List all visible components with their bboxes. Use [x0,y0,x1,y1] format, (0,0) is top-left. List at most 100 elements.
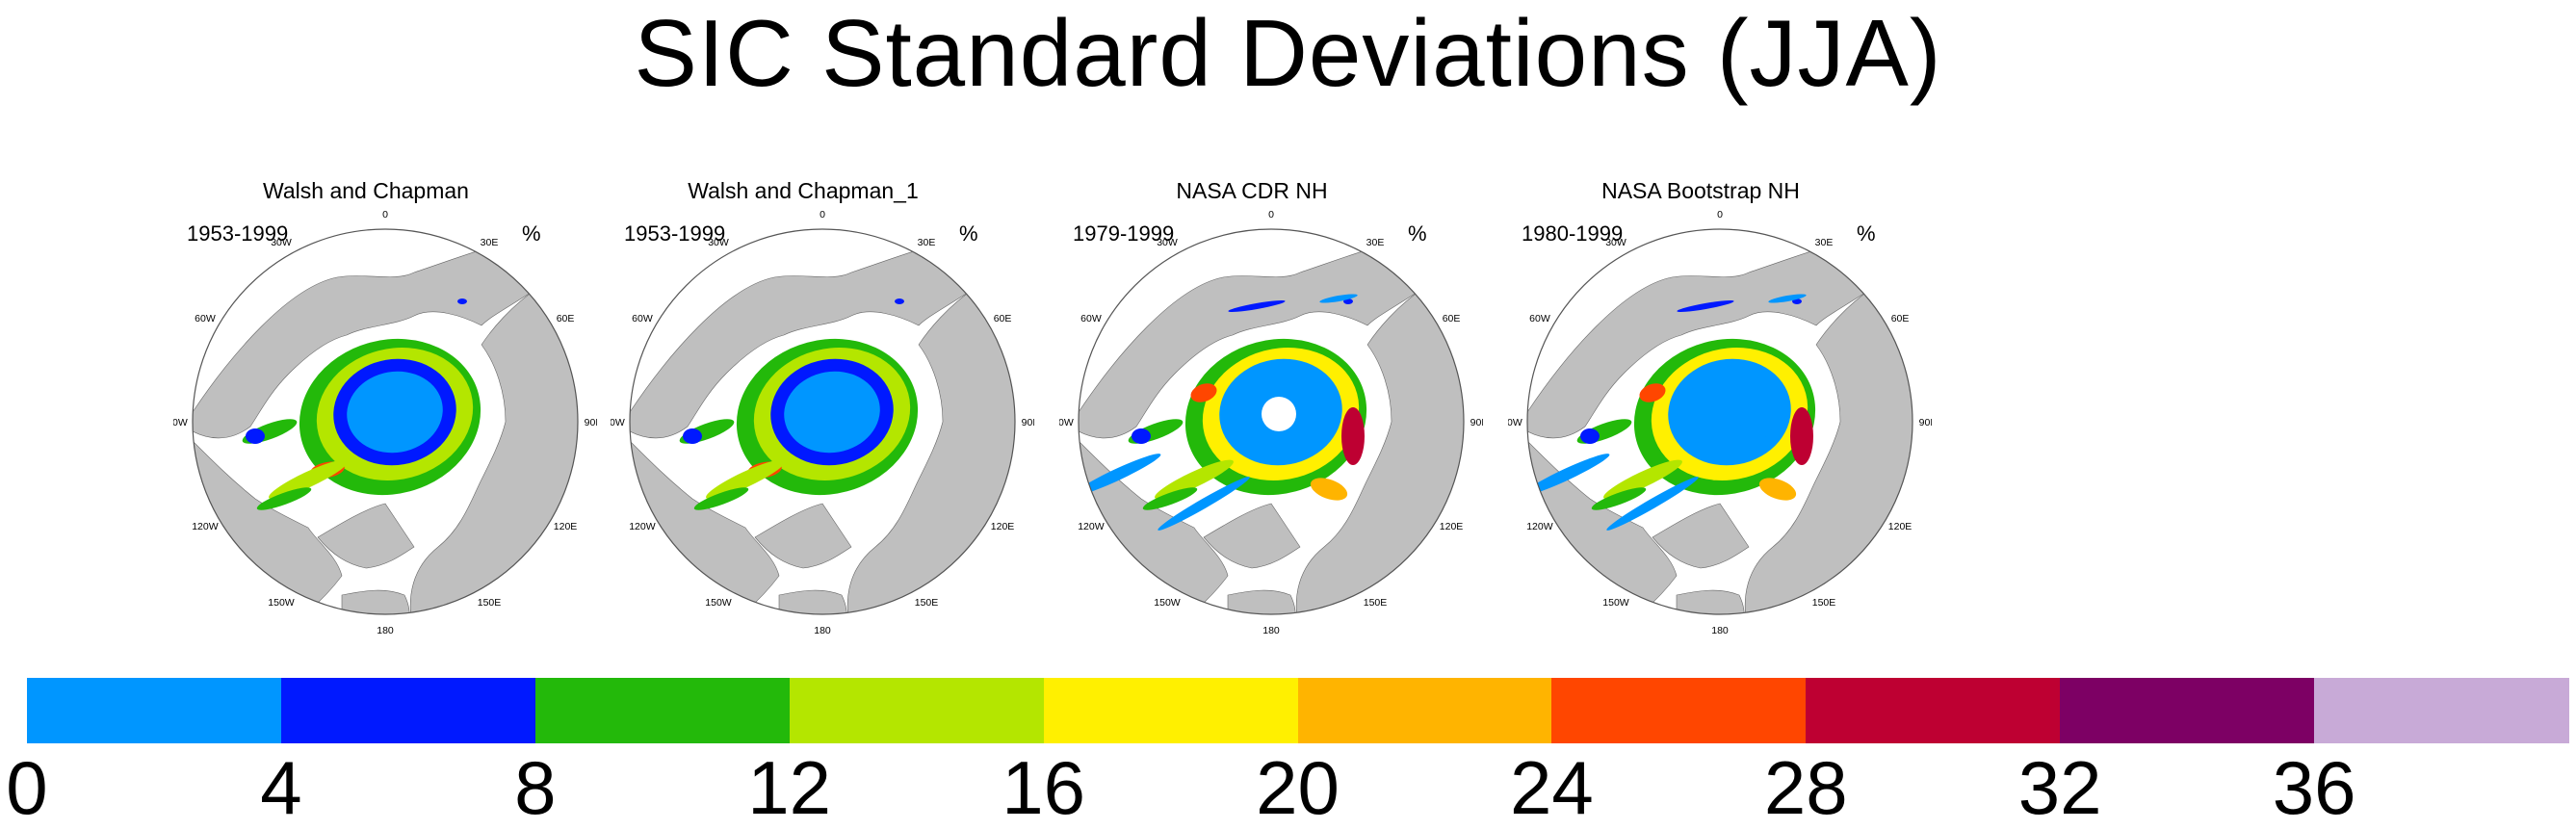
ice-channel [693,487,749,510]
colorbar-tick-label: 8 [514,745,557,830]
longitude-label: 0 [820,210,825,220]
ice-spot [1768,294,1807,303]
map-border [1078,228,1465,615]
longitude-label: 30E [1815,237,1834,248]
map-content [1079,229,1464,614]
ice-field-mid [1310,478,1348,501]
longitude-label: 30E [1366,237,1385,248]
ice-field-high [1639,383,1666,402]
ice-spot [895,298,904,304]
longitude-label: 180 [814,625,831,634]
colorbar-segment [2314,678,2569,743]
longitude-label: 120W [192,521,219,532]
longitude-label: 60W [632,313,653,324]
ice-field-high [1790,407,1813,465]
colorbar-segment [1297,678,1552,743]
map-content [630,229,1015,614]
longitude-label: 90W [1059,417,1074,428]
pole-hole [1710,397,1745,431]
unit-label: % [1408,221,1427,246]
longitude-label: 30W [1605,237,1626,248]
ice-channel [1079,454,1161,496]
longitude-label: 120W [1526,521,1553,532]
longitude-label: 60W [1529,313,1550,324]
landmass [1227,589,1296,614]
period-label: 1979-1999 [1073,221,1175,246]
ice-field-high [1190,383,1217,402]
period-label: 1953-1999 [624,221,726,246]
ice-channel [1606,477,1699,531]
longitude-label: 60W [1080,313,1102,324]
ice-channel [1580,428,1600,444]
ice-channel [1527,454,1610,496]
map-panel-4: NASA Bootstrap NH 1980-1999 % 180 150E 120… [1508,173,1932,635]
period-label: 1953-1999 [187,221,289,246]
ice-channel [256,487,312,510]
longitude-label: 60E [557,313,575,324]
longitude-label: 180 [377,625,394,634]
longitude-label: 30W [271,237,292,248]
ice-channel [683,428,702,444]
ice-field-mid [1758,478,1797,501]
landmass [1676,589,1745,614]
landmass [1527,238,1875,439]
ice-spot [1228,300,1286,312]
panel-title: NASA Bootstrap NH [1601,178,1800,203]
colorbar-segment [1806,678,2061,743]
colorbar-segment [27,678,282,743]
pole-hole [1262,397,1296,431]
colorbar-tick-label: 36 [2272,745,2356,830]
longitude-label: 90W [1508,417,1522,428]
longitude-label: 150W [268,597,295,609]
colorbar-tick-label: 28 [1763,745,1848,830]
colorbar-segment [1043,678,1299,743]
longitude-label: 120E [991,521,1015,532]
colorbar-segment [1551,678,1807,743]
map-panel-3: NASA CDR NH 1979-1999 % 180 150E 120E 90E 60… [1059,173,1483,635]
longitude-label: 30W [1157,237,1178,248]
unit-label: % [1857,221,1876,246]
ice-channel [1132,428,1151,444]
longitude-label: 90E [1919,417,1932,428]
longitude-label: 150W [1602,597,1629,609]
unit-label: % [522,221,541,246]
map-border [629,228,1016,615]
longitude-label: 0 [382,210,388,220]
colorbar-tick-label: 12 [747,745,832,830]
ice-field-high [1341,407,1365,465]
colorbar-tick-label: 24 [1510,745,1594,830]
figure-title: SIC Standard Deviations (JJA) [634,0,1942,106]
longitude-label: 60E [1891,313,1910,324]
landmass [193,238,540,439]
longitude-label: 60E [1443,313,1461,324]
longitude-label: 60W [195,313,216,324]
ice-channel [1603,459,1682,500]
map-panel-1: Walsh and Chapman 1953-1999 % 180 150E 120… [173,173,597,635]
longitude-label: 90W [173,417,188,428]
colorbar-tick-label: 16 [1002,745,1085,830]
longitude-label: 90E [585,417,597,428]
colorbar-tick-label: 0 [6,745,48,830]
ice-field-core [347,371,443,454]
colorbar-segment [280,678,536,743]
longitude-label: 120E [1440,521,1464,532]
longitude-label: 90W [611,417,625,428]
map-content [193,229,578,614]
polar-map: 180 150E 120E 90E 60E 30E 0 30W 60W 90W 120W 150W [1508,210,1932,634]
longitude-label: 30W [708,237,729,248]
landmass [341,589,410,614]
ice-spot [1319,294,1358,303]
panel-title: NASA CDR NH [1176,178,1328,203]
panel-title: Walsh and Chapman [263,178,469,203]
landmass [1203,503,1301,569]
map-panel-2: Walsh and Chapman_1 1953-1999 % 180 150E 1… [611,173,1034,635]
ice-channel [269,459,348,500]
panel-title: Walsh and Chapman_1 [688,178,919,203]
landmass [778,589,847,614]
longitude-label: 60E [994,313,1012,324]
longitude-label: 0 [1268,210,1274,220]
longitude-label: 120E [554,521,578,532]
ice-field-core [784,371,880,454]
longitude-label: 90E [1022,417,1034,428]
longitude-label: 90E [1470,417,1483,428]
